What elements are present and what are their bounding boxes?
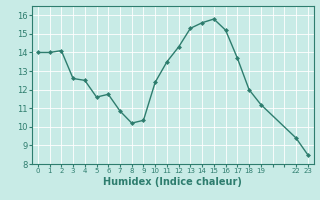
X-axis label: Humidex (Indice chaleur): Humidex (Indice chaleur) — [103, 177, 242, 187]
